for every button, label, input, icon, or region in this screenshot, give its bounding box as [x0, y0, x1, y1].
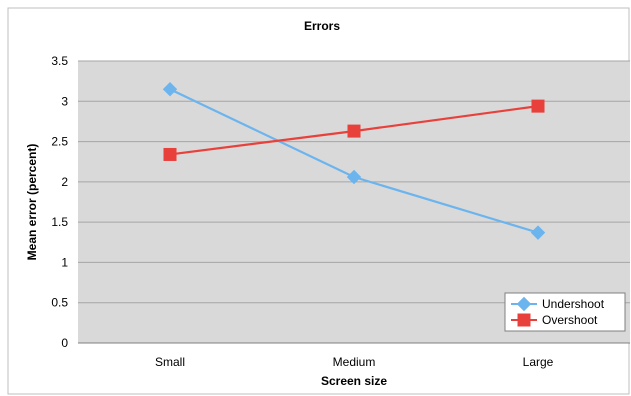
data-point-undershoot — [530, 225, 546, 240]
y-tick-label: 0.5 — [51, 296, 68, 310]
data-point-overshoot — [163, 147, 177, 161]
legend-marker-overshoot — [517, 313, 531, 327]
y-tick-label: 1.5 — [51, 215, 68, 229]
legend-label: Overshoot — [542, 313, 598, 327]
data-point-overshoot — [531, 99, 545, 113]
y-tick-label: 3.5 — [51, 54, 68, 68]
data-point-undershoot — [346, 169, 362, 185]
series-overshoot — [163, 99, 545, 161]
y-axis-title: Mean error (percent) — [25, 144, 39, 261]
data-point-undershoot — [162, 81, 178, 97]
y-tick-label: 3 — [61, 94, 68, 108]
y-tick-label: 0 — [61, 336, 68, 350]
y-tick-label: 2.5 — [51, 135, 68, 149]
x-axis-title: Screen size — [321, 374, 387, 388]
x-tick-label: Medium — [333, 355, 376, 369]
x-tick-label: Small — [155, 355, 185, 369]
legend-marker-undershoot — [516, 296, 532, 312]
x-tick-label: Large — [523, 355, 554, 369]
chart-title: Errors — [304, 19, 340, 33]
y-tick-label: 1 — [61, 255, 68, 269]
x-axis-ticks: Small Medium Large — [155, 355, 554, 369]
legend-label: Undershoot — [542, 297, 605, 311]
series-layer — [162, 81, 546, 240]
legend-item-undershoot: Undershoot — [511, 296, 605, 312]
data-point-overshoot — [347, 124, 361, 138]
series-undershoot — [162, 81, 546, 240]
y-axis-ticks: 0 0.5 1 1.5 2 2.5 3 3.5 — [51, 54, 68, 350]
y-tick-label: 2 — [61, 175, 68, 189]
legend-item-overshoot: Overshoot — [511, 313, 598, 327]
legend: Undershoot Overshoot — [504, 292, 626, 332]
